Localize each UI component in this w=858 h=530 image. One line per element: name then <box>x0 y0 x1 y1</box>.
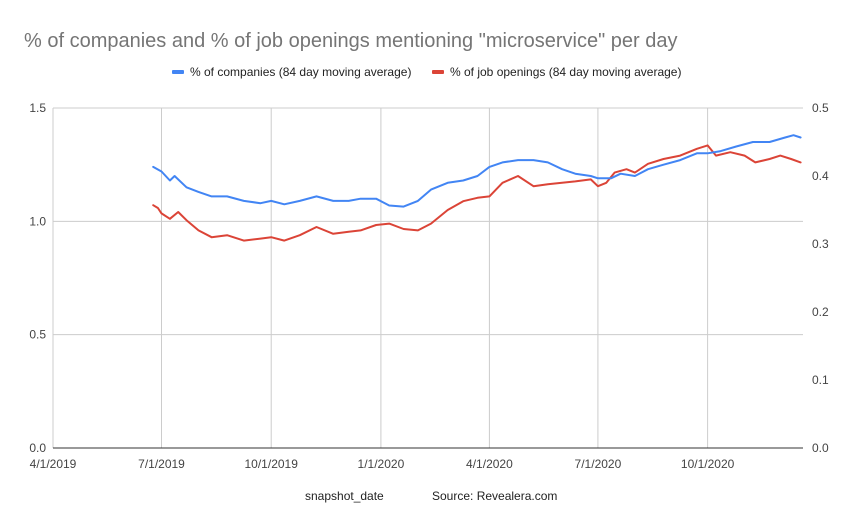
x-tick-label: 10/1/2020 <box>681 457 735 471</box>
legend-label-job-openings: % of job openings (84 day moving average… <box>450 65 681 79</box>
x-tick-label: 4/1/2020 <box>466 457 513 471</box>
x-tick-label: 4/1/2019 <box>30 457 77 471</box>
gridlines <box>52 107 803 449</box>
chart-title: % of companies and % of job openings men… <box>24 30 677 52</box>
legend-swatch-companies <box>172 70 184 74</box>
legend: % of companies (84 day moving average) %… <box>172 65 681 79</box>
source-note: Source: Revealera.com <box>432 489 557 503</box>
y-right-tick-label: 0.1 <box>812 373 829 387</box>
series-line-companies <box>152 134 802 208</box>
y-left-tick-label: 1.5 <box>29 101 46 115</box>
y-left-tick-label: 0.5 <box>29 328 46 342</box>
x-tick-label: 7/1/2020 <box>575 457 622 471</box>
y-left-tick-label: 0.0 <box>29 441 46 455</box>
x-axis-label: snapshot_date <box>305 489 384 503</box>
axis-ticks: 4/1/2019 7/1/2019 10/1/2019 1/1/2020 4/1/202… <box>29 101 829 471</box>
legend-label-companies: % of companies (84 day moving average) <box>190 65 411 79</box>
series-line-job-openings <box>152 144 802 242</box>
y-right-tick-label: 0.3 <box>812 237 829 251</box>
y-right-tick-label: 0.4 <box>812 169 829 183</box>
y-right-tick-label: 0.5 <box>812 101 829 115</box>
series-lines <box>152 134 802 242</box>
x-tick-label: 10/1/2019 <box>245 457 299 471</box>
legend-swatch-job-openings <box>432 70 444 74</box>
x-tick-label: 1/1/2020 <box>358 457 405 471</box>
y-right-tick-label: 0.0 <box>812 441 829 455</box>
x-tick-label: 7/1/2019 <box>138 457 185 471</box>
y-left-tick-label: 1.0 <box>29 214 46 228</box>
y-right-tick-label: 0.2 <box>812 305 829 319</box>
